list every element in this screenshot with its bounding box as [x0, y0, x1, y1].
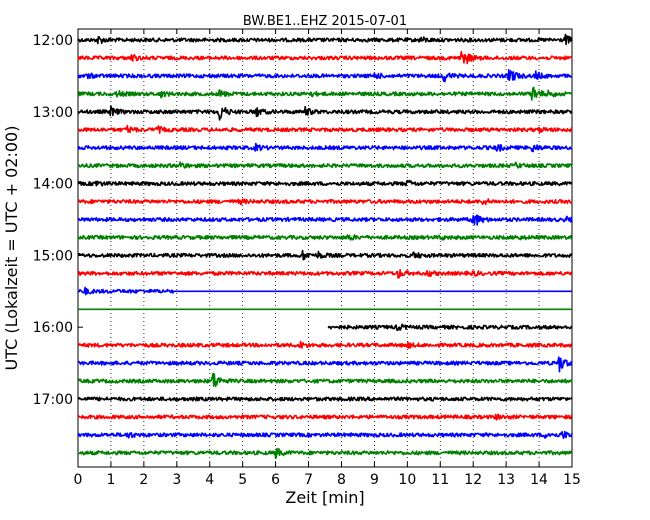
trace-1645 [77, 372, 573, 388]
chart-title: BW.BE1..EHZ 2015-07-01 [243, 14, 407, 29]
y-tick-label: 16:00 [33, 320, 73, 336]
x-tick-label: 13 [497, 472, 515, 488]
x-tick-label: 4 [205, 472, 214, 488]
trace-1515 [77, 268, 573, 279]
x-tick-label: 6 [271, 472, 280, 488]
trace-1630 [77, 356, 573, 373]
x-tick-label: 7 [304, 472, 313, 488]
plot-area [77, 28, 573, 468]
seismogram-traces [77, 33, 573, 460]
y-tick-label: 14:00 [33, 177, 73, 193]
trace-1245 [77, 86, 573, 101]
trace-1215 [77, 50, 573, 65]
y-tick-label: 12:00 [33, 33, 73, 49]
trace-1415 [77, 198, 573, 206]
trace-1600 [327, 323, 573, 332]
trace-1315 [77, 124, 573, 134]
x-axis-ticks: 0 1 2 3 4 5 6 7 8 9 10 11 12 13 14 15 [74, 29, 581, 488]
y-tick-label: 17:00 [33, 392, 73, 408]
trace-1400 [77, 179, 573, 187]
x-tick-label: 8 [337, 472, 346, 488]
x-tick-label: 14 [530, 472, 548, 488]
x-tick-label: 12 [464, 472, 482, 488]
x-tick-label: 3 [172, 472, 181, 488]
trace-1200 [77, 33, 573, 46]
y-tick-label: 15:00 [33, 248, 73, 264]
trace-1500 [77, 249, 573, 261]
x-tick-label: 10 [398, 472, 416, 488]
trace-1700 [77, 396, 573, 402]
x-tick-label: 11 [431, 472, 449, 488]
x-tick-label: 9 [370, 472, 379, 488]
trace-1715 [77, 413, 573, 421]
trace-1230 [77, 69, 573, 83]
trace-1445 [77, 234, 573, 241]
trace-1615 [77, 340, 573, 350]
x-tick-label: 2 [139, 472, 148, 488]
x-tick-label: 0 [74, 472, 83, 488]
trace-1530 [77, 286, 573, 296]
y-axis-label: UTC (Lokalzeit = UTC + 02:00) [2, 126, 21, 371]
trace-1300 [77, 105, 573, 121]
trace-1730 [77, 430, 573, 440]
trace-1345 [77, 161, 573, 169]
y-tick-label: 13:00 [33, 105, 73, 121]
trace-1430 [77, 214, 573, 226]
y-axis-ticks: 12:00 13:00 14:00 15:00 16:00 17:00 [33, 33, 83, 408]
x-tick-label: 5 [238, 472, 247, 488]
x-tick-label: 1 [106, 472, 115, 488]
x-tick-label: 15 [563, 472, 581, 488]
trace-1745 [77, 447, 573, 460]
x-axis-label: Zeit [min] [285, 488, 364, 507]
trace-1330 [77, 142, 573, 153]
